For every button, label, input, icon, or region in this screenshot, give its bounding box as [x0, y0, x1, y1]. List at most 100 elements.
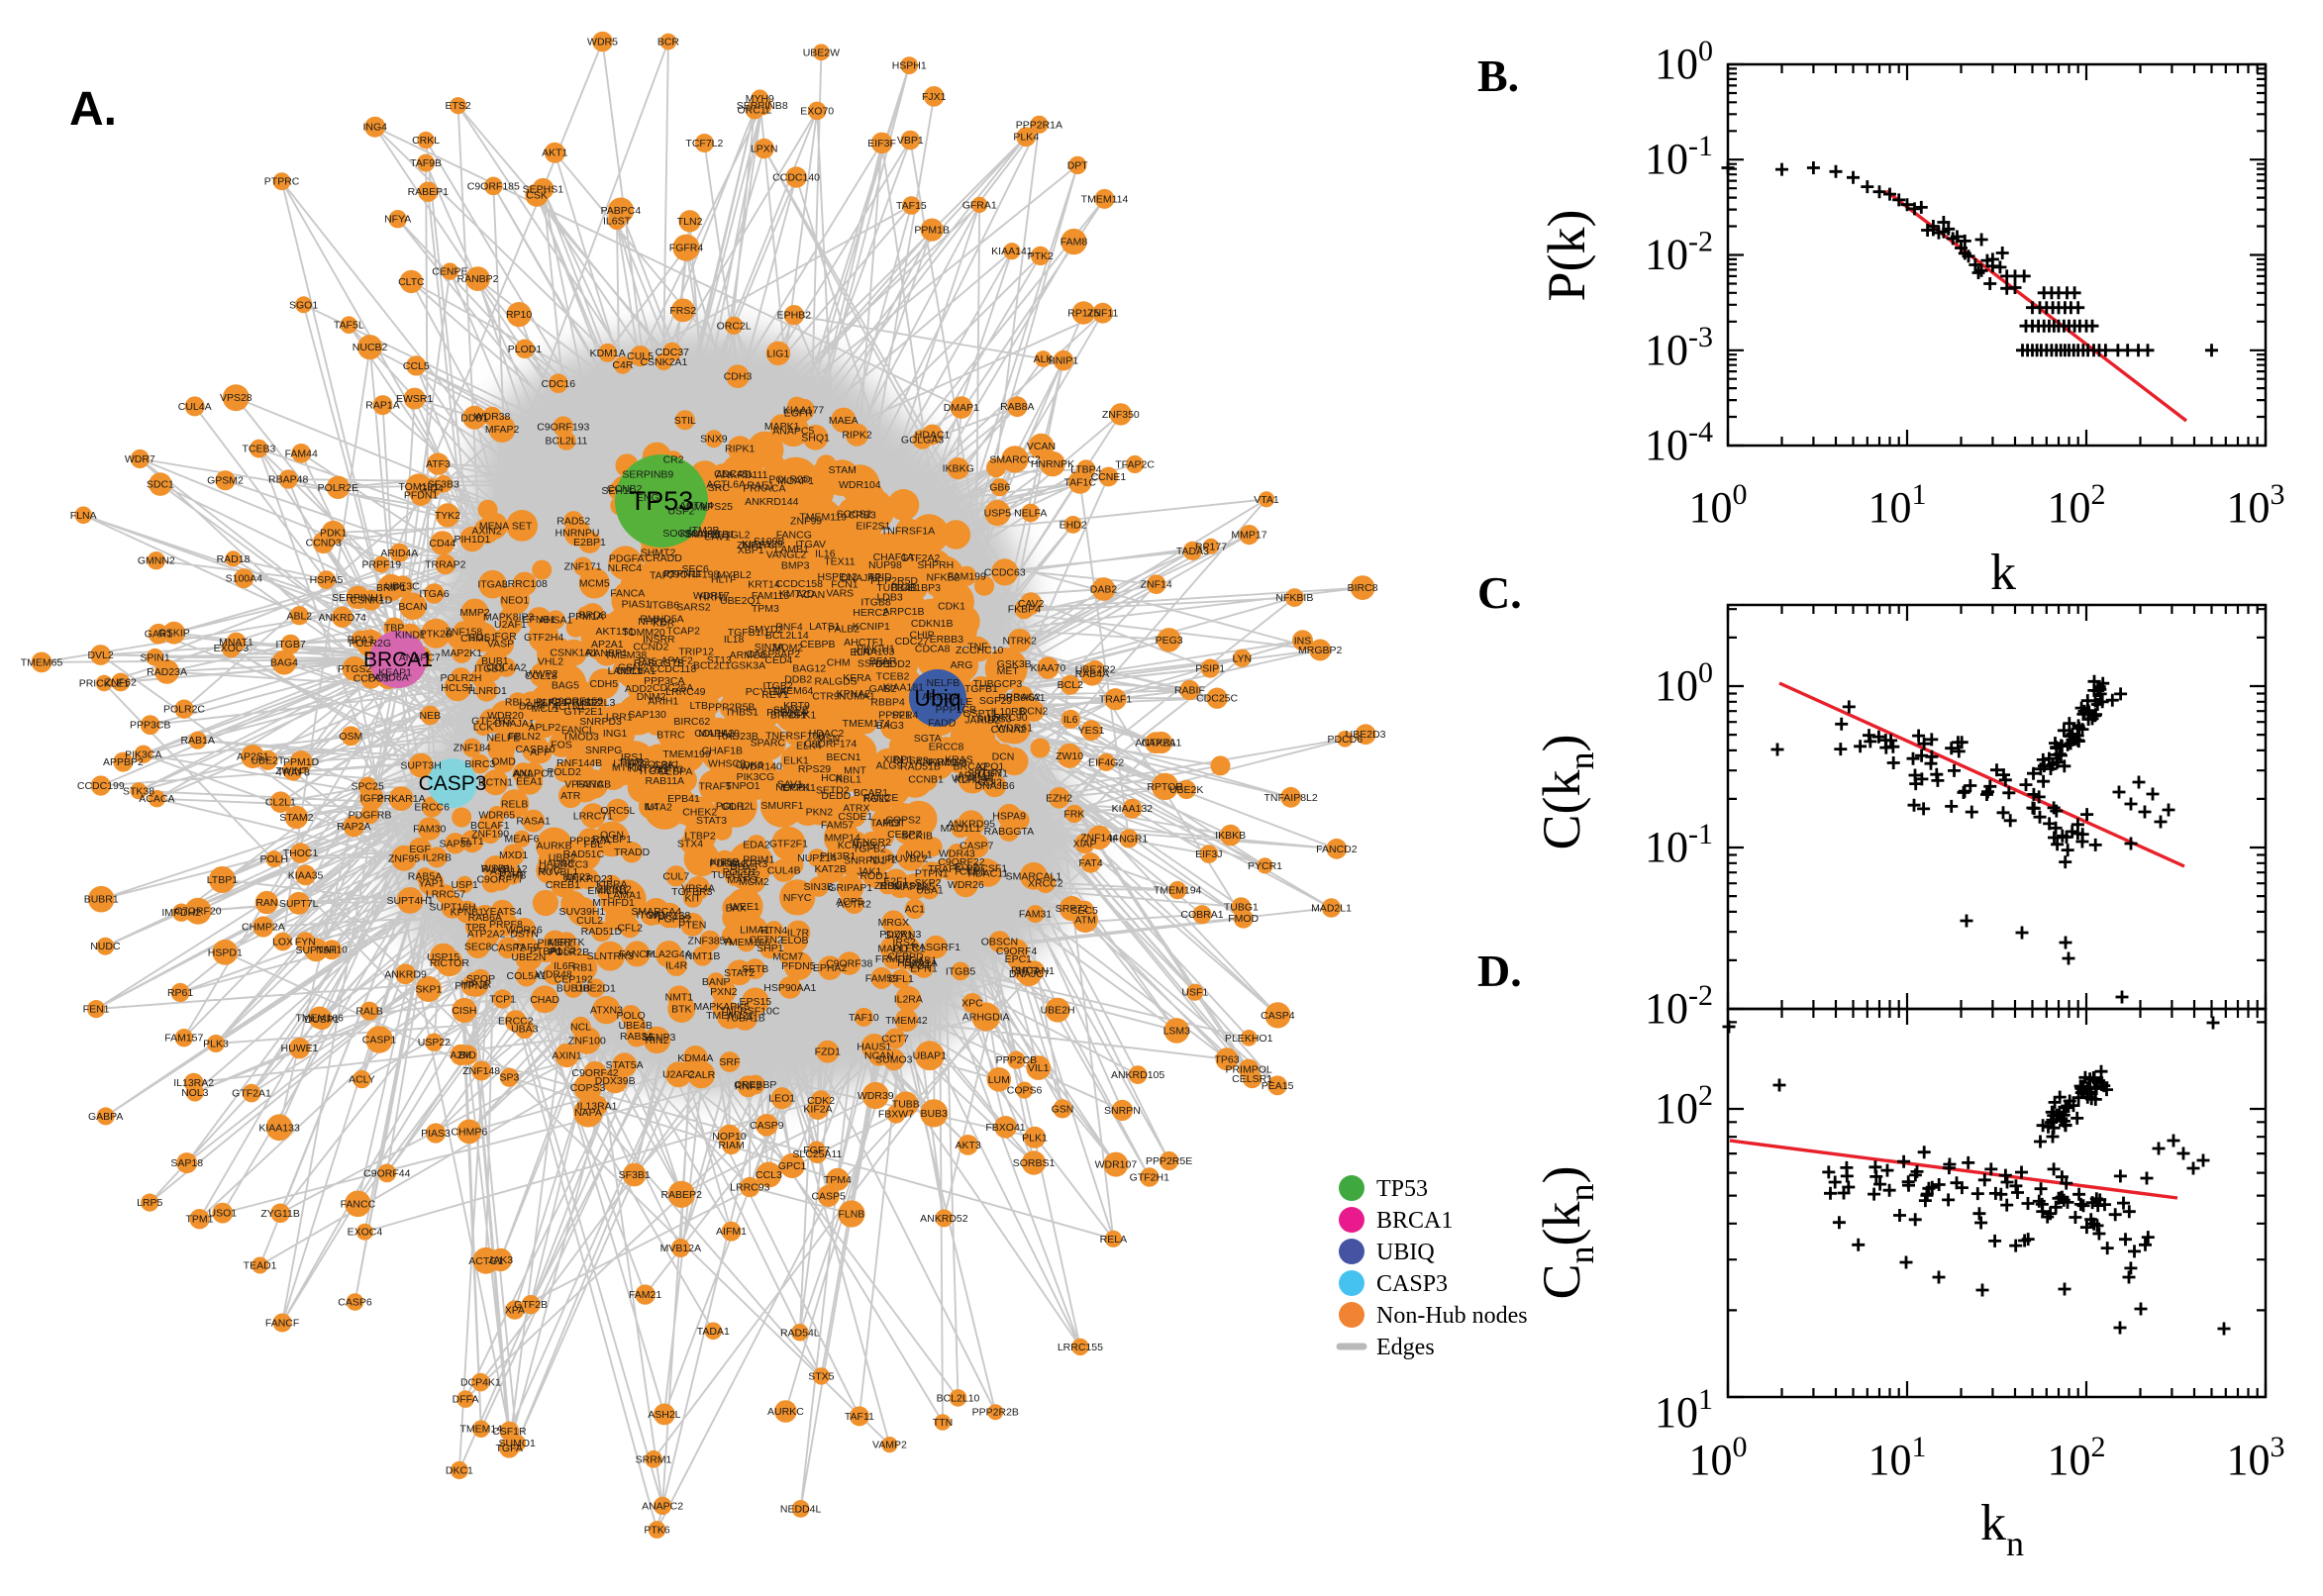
svg-text:ORC2L: ORC2L [717, 320, 752, 332]
svg-text:TUBG1: TUBG1 [1224, 902, 1259, 914]
svg-text:ZNF148: ZNF148 [462, 1065, 500, 1077]
svg-text:ELK4: ELK4 [796, 741, 822, 752]
svg-text:ARG: ARG [951, 659, 973, 671]
svg-text:RAD51D: RAD51D [581, 926, 623, 938]
svg-text:KIAA35: KIAA35 [288, 869, 324, 881]
svg-text:FCN1: FCN1 [831, 578, 858, 590]
svg-text:PPP3CB: PPP3CB [130, 720, 170, 732]
svg-text:ANTXR1: ANTXR1 [1135, 738, 1176, 749]
svg-text:MTA2: MTA2 [646, 802, 672, 814]
svg-text:MYBL2: MYBL2 [717, 569, 752, 581]
svg-text:ITGA3: ITGA3 [477, 579, 508, 591]
svg-text:RBL1: RBL1 [836, 774, 861, 786]
svg-text:CDC37: CDC37 [656, 347, 690, 358]
svg-text:GFRA1: GFRA1 [962, 199, 997, 211]
svg-text:C9ORF42: C9ORF42 [571, 1067, 618, 1079]
svg-text:CRADD: CRADD [646, 552, 683, 564]
svg-text:CEP192: CEP192 [555, 974, 593, 986]
svg-text:VTA1: VTA1 [1254, 494, 1279, 506]
svg-text:BAG3: BAG3 [876, 720, 904, 732]
svg-text:CCDC63: CCDC63 [984, 566, 1026, 578]
svg-text:DDB1: DDB1 [460, 412, 488, 424]
svg-text:RPTOR: RPTOR [1147, 781, 1183, 793]
svg-text:PPM1B: PPM1B [914, 225, 950, 237]
svg-text:Edges: Edges [1376, 1335, 1435, 1360]
svg-text:GSK3A: GSK3A [731, 660, 765, 672]
svg-text:STX4: STX4 [677, 839, 703, 850]
svg-text:EIF2S1: EIF2S1 [856, 520, 890, 532]
svg-text:TUBGCP3: TUBGCP3 [973, 678, 1023, 690]
svg-text:CHMP2A: CHMP2A [242, 922, 285, 934]
svg-text:TGFB2: TGFB2 [853, 844, 886, 855]
svg-text:BIRC62: BIRC62 [673, 716, 710, 728]
svg-text:ZNF171: ZNF171 [564, 561, 602, 573]
svg-text:LRRC155: LRRC155 [1058, 1342, 1103, 1353]
svg-text:CCNB1: CCNB1 [908, 774, 944, 786]
svg-text:OBSCN: OBSCN [981, 937, 1018, 948]
svg-text:SGO1: SGO1 [289, 299, 318, 311]
svg-text:CFL1: CFL1 [888, 973, 914, 985]
svg-text:CSF1R: CSF1R [492, 1426, 527, 1438]
svg-text:PDCL: PDCL [709, 858, 737, 870]
svg-text:DVL2: DVL2 [87, 649, 113, 661]
svg-text:MTHFD1: MTHFD1 [592, 897, 635, 909]
svg-text:AP2A1: AP2A1 [591, 639, 624, 650]
svg-text:WDR7: WDR7 [125, 453, 155, 465]
svg-text:ARHGDIA: ARHGDIA [962, 1011, 1010, 1023]
svg-text:ATRX: ATRX [843, 803, 869, 815]
svg-text:BUB3: BUB3 [920, 1108, 948, 1120]
svg-text:SEC5: SEC5 [1070, 905, 1098, 917]
svg-text:PLK1: PLK1 [1022, 1132, 1048, 1144]
svg-text:TGFBR3: TGFBR3 [671, 886, 713, 898]
svg-text:SUPT3H: SUPT3H [400, 760, 441, 772]
svg-text:ORC5L: ORC5L [600, 805, 635, 817]
svg-text:WDR104: WDR104 [839, 479, 881, 491]
svg-text:CUL2: CUL2 [576, 915, 603, 927]
svg-text:ADD2: ADD2 [625, 683, 653, 695]
svg-text:BUBR1: BUBR1 [84, 894, 119, 906]
svg-text:TNPO1: TNPO1 [726, 780, 760, 792]
svg-text:CASP3: CASP3 [419, 772, 487, 795]
svg-text:FGF7: FGF7 [803, 1145, 830, 1156]
svg-text:ANKRD144: ANKRD144 [745, 496, 798, 508]
svg-text:CHAF1A: CHAF1A [873, 551, 914, 563]
svg-text:ITGA6: ITGA6 [419, 588, 450, 600]
svg-text:CCDC199: CCDC199 [77, 780, 125, 792]
svg-text:EXOC3: EXOC3 [214, 643, 250, 654]
svg-text:COL1A2: COL1A2 [694, 728, 734, 740]
svg-text:PPP2CB: PPP2CB [996, 1054, 1037, 1066]
svg-text:TMEM42: TMEM42 [885, 1015, 928, 1027]
svg-text:POLQ: POLQ [617, 1010, 646, 1022]
svg-text:FGFR4: FGFR4 [669, 243, 704, 254]
svg-text:GTF2H4: GTF2H4 [524, 632, 563, 644]
svg-text:MCM5: MCM5 [579, 578, 610, 590]
svg-text:SET: SET [512, 520, 533, 532]
svg-text:PIAS1: PIAS1 [622, 598, 652, 610]
svg-text:SNRPG: SNRPG [585, 745, 622, 756]
svg-text:WDR65: WDR65 [478, 809, 515, 821]
svg-text:ZNF190: ZNF190 [471, 828, 509, 840]
svg-text:TMEM121: TMEM121 [706, 1010, 755, 1022]
svg-text:KIAA133: KIAA133 [258, 1122, 300, 1134]
svg-text:CCNE1: CCNE1 [1091, 471, 1127, 483]
svg-text:USF1: USF1 [1181, 987, 1208, 999]
svg-text:BANP: BANP [702, 976, 731, 988]
svg-text:UBE2W: UBE2W [803, 47, 840, 58]
svg-text:PDZRN3: PDZRN3 [879, 929, 921, 941]
svg-text:TCEB2: TCEB2 [876, 670, 910, 682]
svg-text:PEG3: PEG3 [1156, 635, 1183, 647]
svg-text:ALG9: ALG9 [876, 760, 903, 772]
svg-text:IL13RA1: IL13RA1 [577, 1100, 618, 1112]
svg-text:ZNF385A: ZNF385A [688, 936, 733, 948]
svg-text:PDGFRB: PDGFRB [349, 809, 392, 821]
svg-text:CDH5: CDH5 [590, 678, 619, 690]
svg-text:SRRM1: SRRM1 [636, 1453, 672, 1465]
svg-text:HSPA9: HSPA9 [992, 811, 1026, 823]
svg-text:NUMA1: NUMA1 [839, 690, 875, 702]
svg-text:RAP2A: RAP2A [337, 821, 370, 833]
svg-text:FMOD: FMOD [1228, 913, 1259, 925]
svg-text:MXD1: MXD1 [499, 849, 528, 861]
svg-text:IL6: IL6 [1063, 714, 1078, 726]
svg-text:MENA: MENA [479, 521, 509, 533]
svg-text:TAF10: TAF10 [849, 1012, 879, 1024]
